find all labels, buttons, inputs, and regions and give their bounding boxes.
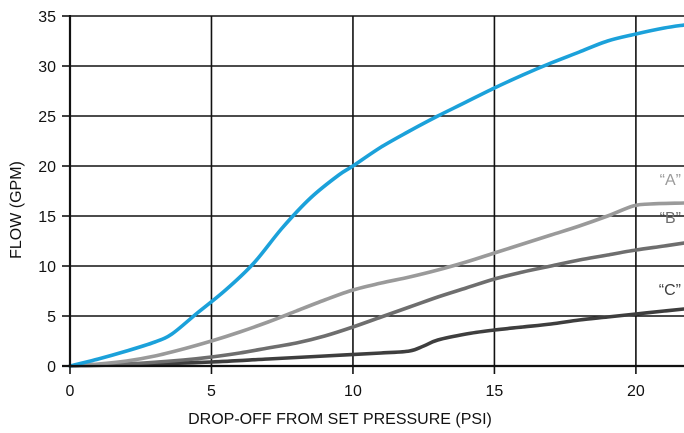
x-tick-label: 15	[486, 383, 504, 400]
y-tick-label: 10	[38, 259, 56, 276]
y-tick-label: 0	[47, 359, 56, 376]
x-tick-label: 20	[627, 383, 645, 400]
series-lines	[68, 23, 684, 368]
tick-labels: 0 5 10 15 20 25 30 35 0 5 10 15 20	[38, 9, 645, 400]
series-line-2	[68, 201, 684, 368]
series-label-2: “A”	[660, 172, 681, 189]
grid	[70, 15, 684, 366]
x-tick-label: 10	[344, 383, 362, 400]
series-line-1	[68, 23, 684, 368]
y-tick-label: 20	[38, 159, 56, 176]
x-axis-title: DROP-OFF FROM SET PRESSURE (PSI)	[188, 411, 492, 428]
x-tick-label: 0	[66, 383, 75, 400]
x-tick-label: 5	[207, 383, 216, 400]
series-line-3	[68, 241, 684, 368]
y-tick-label: 35	[38, 9, 56, 26]
y-tick-label: 25	[38, 109, 56, 126]
series-label-3: “B”	[660, 210, 681, 227]
series-label-4: “C”	[659, 282, 681, 299]
y-tick-label: 5	[47, 309, 56, 326]
y-axis-title: FLOW (GPM)	[8, 161, 25, 259]
series-line-4	[68, 307, 684, 368]
series-labels: “C” “B” “A”	[659, 172, 681, 299]
y-tick-label: 15	[38, 209, 56, 226]
axes	[62, 15, 684, 374]
y-tick-label: 30	[38, 59, 56, 76]
